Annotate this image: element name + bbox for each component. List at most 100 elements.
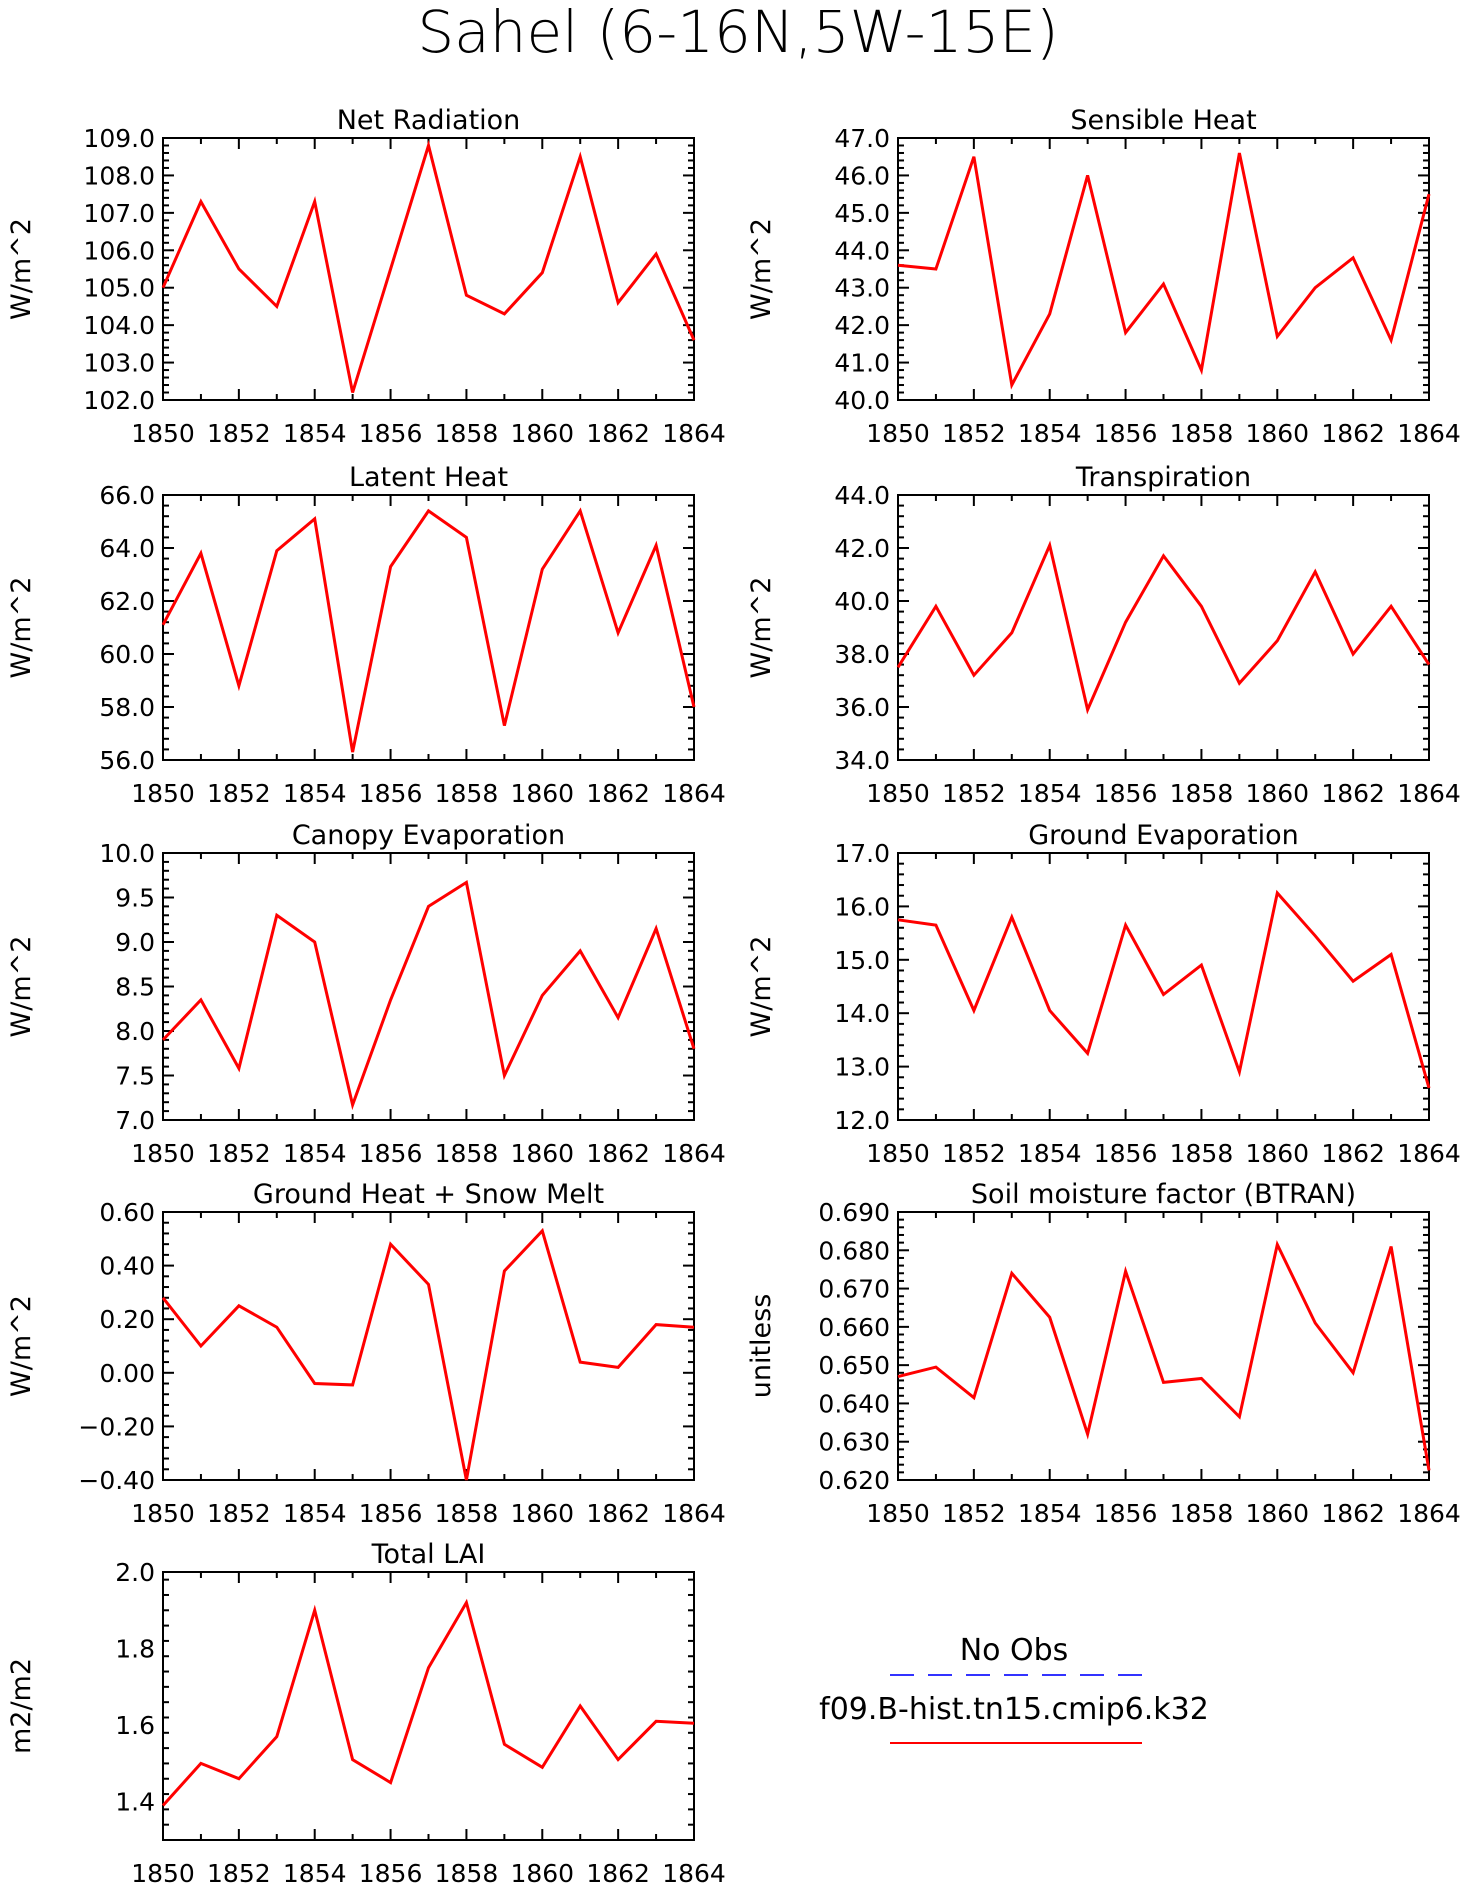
x-tick-label: 1860	[510, 779, 574, 808]
x-tick-label: 1862	[586, 779, 650, 808]
y-axis-label: W/m^2	[6, 218, 37, 320]
x-tick-label: 1862	[1321, 1499, 1385, 1528]
y-tick-label: 0.670	[818, 1275, 890, 1304]
x-tick-label: 1860	[1245, 1499, 1309, 1528]
plot-frame	[162, 1211, 695, 1481]
x-tick-label: 1860	[510, 1859, 574, 1888]
legend: No Obs f09.B-hist.tn15.cmip6.k32	[819, 1633, 1209, 1744]
y-tick-label: 10.0	[99, 839, 155, 868]
x-tick-label: 1850	[866, 1139, 930, 1168]
series-line	[896, 540, 1431, 715]
legend-label-no-obs: No Obs	[960, 1633, 1069, 1668]
plot-frame	[897, 1211, 1430, 1481]
x-tick-label: 1852	[942, 1139, 1006, 1168]
y-tick-label: 109.0	[83, 124, 155, 153]
y-tick-label: 0.00	[99, 1359, 155, 1388]
x-tick-label: 1852	[942, 779, 1006, 808]
series-line	[161, 1227, 695, 1481]
y-tick-label: 0.60	[99, 1198, 155, 1227]
x-tick-label: 1864	[662, 1859, 726, 1888]
plot-frame	[162, 852, 695, 1121]
x-tick-label: 1850	[866, 1499, 930, 1528]
x-tick-label: 1850	[131, 1499, 195, 1528]
y-tick-label: 15.0	[834, 946, 890, 975]
y-tick-label: 43.0	[834, 274, 890, 303]
legend-label-model: f09.B-hist.tn15.cmip6.k32	[819, 1692, 1209, 1727]
y-tick-label: 8.5	[115, 973, 155, 1002]
x-tick-label: 1852	[942, 419, 1006, 448]
series-line	[897, 889, 1431, 1089]
y-tick-label: 1.4	[115, 1788, 155, 1817]
y-tick-label: −0.40	[78, 1466, 155, 1495]
x-tick-label: 1856	[1094, 779, 1158, 808]
x-tick-label: 1850	[866, 779, 930, 808]
y-axis-label: W/m^2	[746, 218, 777, 320]
x-tick-label: 1856	[359, 1139, 423, 1168]
y-tick-label: 102.0	[83, 386, 155, 415]
y-tick-label: 62.0	[99, 587, 155, 616]
y-tick-label: 103.0	[83, 349, 155, 378]
y-tick-label: 0.20	[99, 1305, 155, 1334]
y-tick-label: 36.0	[834, 693, 890, 722]
y-tick-label: 0.680	[818, 1236, 890, 1265]
x-tick-label: 1860	[1245, 1139, 1309, 1168]
x-tick-label: 1850	[131, 1139, 195, 1168]
x-tick-label: 1858	[1170, 779, 1234, 808]
chart-panel-6: 1850 1852 1854 1856 1858 1860 1862 1864 12.0 13.0…	[746, 820, 1461, 1168]
y-tick-label: 8.0	[115, 1017, 155, 1046]
y-tick-label: 104.0	[83, 311, 155, 340]
x-tick-label: 1864	[662, 779, 726, 808]
x-tick-label: 1858	[435, 779, 499, 808]
y-tick-label: 105.0	[83, 274, 155, 303]
x-tick-label: 1862	[1321, 779, 1385, 808]
x-tick-label: 1864	[1397, 419, 1461, 448]
y-tick-label: 0.660	[818, 1313, 890, 1342]
panel-title: Ground Heat + Snow Melt	[253, 1179, 604, 1210]
y-axis-label: W/m^2	[746, 577, 777, 679]
x-tick-label: 1852	[207, 779, 271, 808]
x-tick-label: 1858	[1170, 419, 1234, 448]
chart-panel-8: 1850 1852 1854 1856 1858 1860 1862 1864 0.620 0.6…	[746, 1179, 1461, 1528]
x-tick-label: 1856	[1094, 1499, 1158, 1528]
figure-title: Sahel (6-16N,5W-15E)	[417, 0, 1058, 66]
x-tick-label: 1852	[207, 419, 271, 448]
y-tick-label: 40.0	[834, 587, 890, 616]
y-tick-label: 66.0	[99, 481, 155, 510]
plot-frame	[162, 137, 695, 401]
x-tick-label: 1860	[510, 1139, 574, 1168]
series-line	[897, 152, 1431, 390]
y-tick-label: 7.5	[115, 1062, 155, 1091]
panel-title: Soil moisture factor (BTRAN)	[971, 1179, 1356, 1210]
x-tick-label: 1856	[359, 419, 423, 448]
y-axis-label: W/m^2	[746, 936, 777, 1038]
panel-title: Latent Heat	[349, 462, 508, 493]
y-tick-label: 44.0	[834, 236, 890, 265]
chart-panel-9: 1850 1852 1854 1856 1858 1860 1862 1864 1.4 1.6 1.…	[6, 1539, 726, 1888]
panels: 1850 1852 1854 1856 1858 1860 1862 1864 102.0 103…	[6, 105, 1461, 1888]
x-tick-label: 1862	[586, 419, 650, 448]
y-axis-label: W/m^2	[6, 577, 37, 679]
y-tick-label: 14.0	[834, 999, 890, 1028]
x-tick-label: 1864	[1397, 1139, 1461, 1168]
chart-panel-4: 1850 1852 1854 1856 1858 1860 1862 1864 34.0 36.0…	[746, 462, 1461, 808]
series-line	[161, 507, 696, 753]
y-tick-label: 38.0	[834, 640, 890, 669]
x-tick-label: 1858	[1170, 1139, 1234, 1168]
x-tick-label: 1854	[1018, 1499, 1082, 1528]
y-tick-label: 1.8	[115, 1635, 155, 1664]
series-line	[161, 1598, 695, 1807]
y-tick-label: 60.0	[99, 640, 155, 669]
y-tick-label: 0.620	[818, 1466, 890, 1495]
x-tick-label: 1850	[131, 779, 195, 808]
y-tick-label: 13.0	[834, 1053, 890, 1082]
chart-panel-3: 1850 1852 1854 1856 1858 1860 1862 1864 56.0 58.0…	[6, 462, 726, 808]
y-tick-label: 107.0	[83, 199, 155, 228]
y-axis-label: m2/m2	[6, 1658, 37, 1754]
x-tick-label: 1862	[586, 1139, 650, 1168]
y-tick-label: 0.690	[818, 1198, 890, 1227]
x-tick-label: 1854	[283, 779, 347, 808]
chart-panel-7: 1850 1852 1854 1856 1858 1860 1862 1864 −0.40 −0.…	[6, 1179, 726, 1528]
y-tick-label: 17.0	[834, 839, 890, 868]
x-tick-label: 1860	[1245, 419, 1309, 448]
